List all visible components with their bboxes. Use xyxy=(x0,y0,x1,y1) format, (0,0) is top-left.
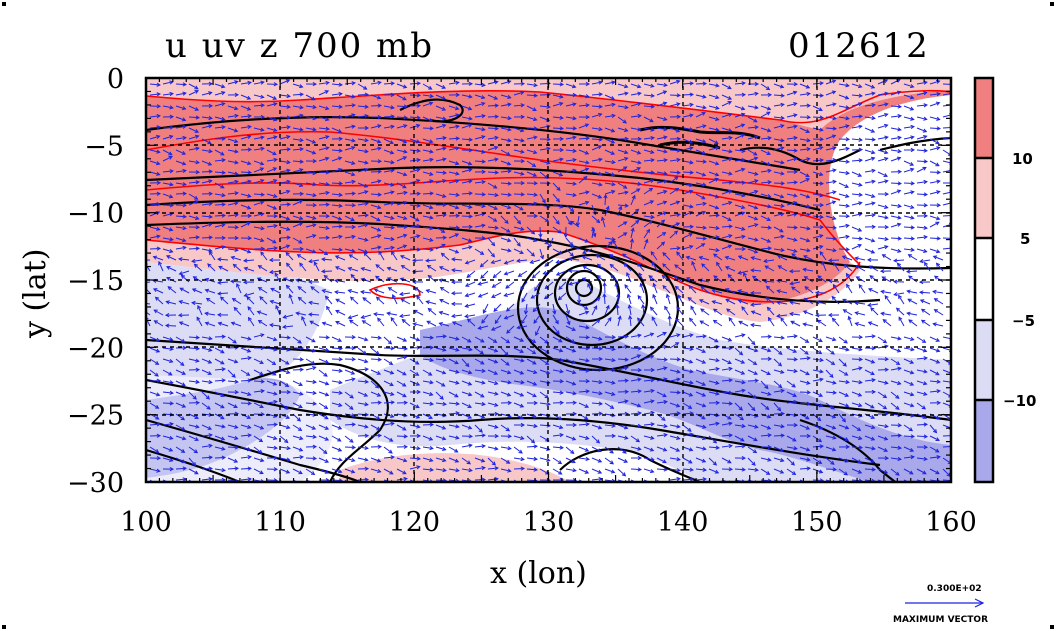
y-tick-label: −5 xyxy=(84,131,124,162)
colorbar-tick-label: −5 xyxy=(1012,312,1035,330)
corner-mark xyxy=(2,2,6,6)
corner-mark xyxy=(2,625,6,629)
plot-time: 012612 xyxy=(788,26,930,66)
corner-mark xyxy=(1050,625,1054,629)
x-tick-label: 160 xyxy=(925,507,977,538)
y-tick-label: −15 xyxy=(67,266,124,297)
y-tick-label: 0 xyxy=(107,64,124,95)
x-tick-label: 120 xyxy=(389,507,441,538)
x-tick-label: 110 xyxy=(254,507,306,538)
x-axis-label: x (lon) xyxy=(490,556,587,591)
reference-vector-value: 0.300E+02 xyxy=(927,584,982,594)
reference-vector-label: MAXIMUM VECTOR xyxy=(893,615,988,625)
x-tick-label: 100 xyxy=(120,507,172,538)
colorbar-tick-label: −10 xyxy=(1003,392,1036,410)
colorbar-segment xyxy=(975,238,993,320)
colorbar-segment xyxy=(975,400,993,482)
x-tick-label: 130 xyxy=(523,507,575,538)
colorbar-tick-label: 5 xyxy=(1020,230,1030,248)
y-tick-label: −25 xyxy=(67,401,124,432)
y-tick-label: −10 xyxy=(67,199,124,230)
x-tick-label: 150 xyxy=(791,507,843,538)
colorbar-tick-label: 10 xyxy=(1012,150,1033,168)
colorbar-segment xyxy=(975,320,993,400)
x-tick-label: 140 xyxy=(657,507,709,538)
y-tick-label: −30 xyxy=(67,468,124,499)
y-axis-label: y (lat) xyxy=(18,249,53,338)
corner-mark xyxy=(1050,2,1054,6)
y-tick-label: −20 xyxy=(67,333,124,364)
colorbar-segment xyxy=(975,158,993,238)
plot-title: u uv z 700 mb xyxy=(165,26,434,66)
colorbar-segment xyxy=(975,78,993,158)
